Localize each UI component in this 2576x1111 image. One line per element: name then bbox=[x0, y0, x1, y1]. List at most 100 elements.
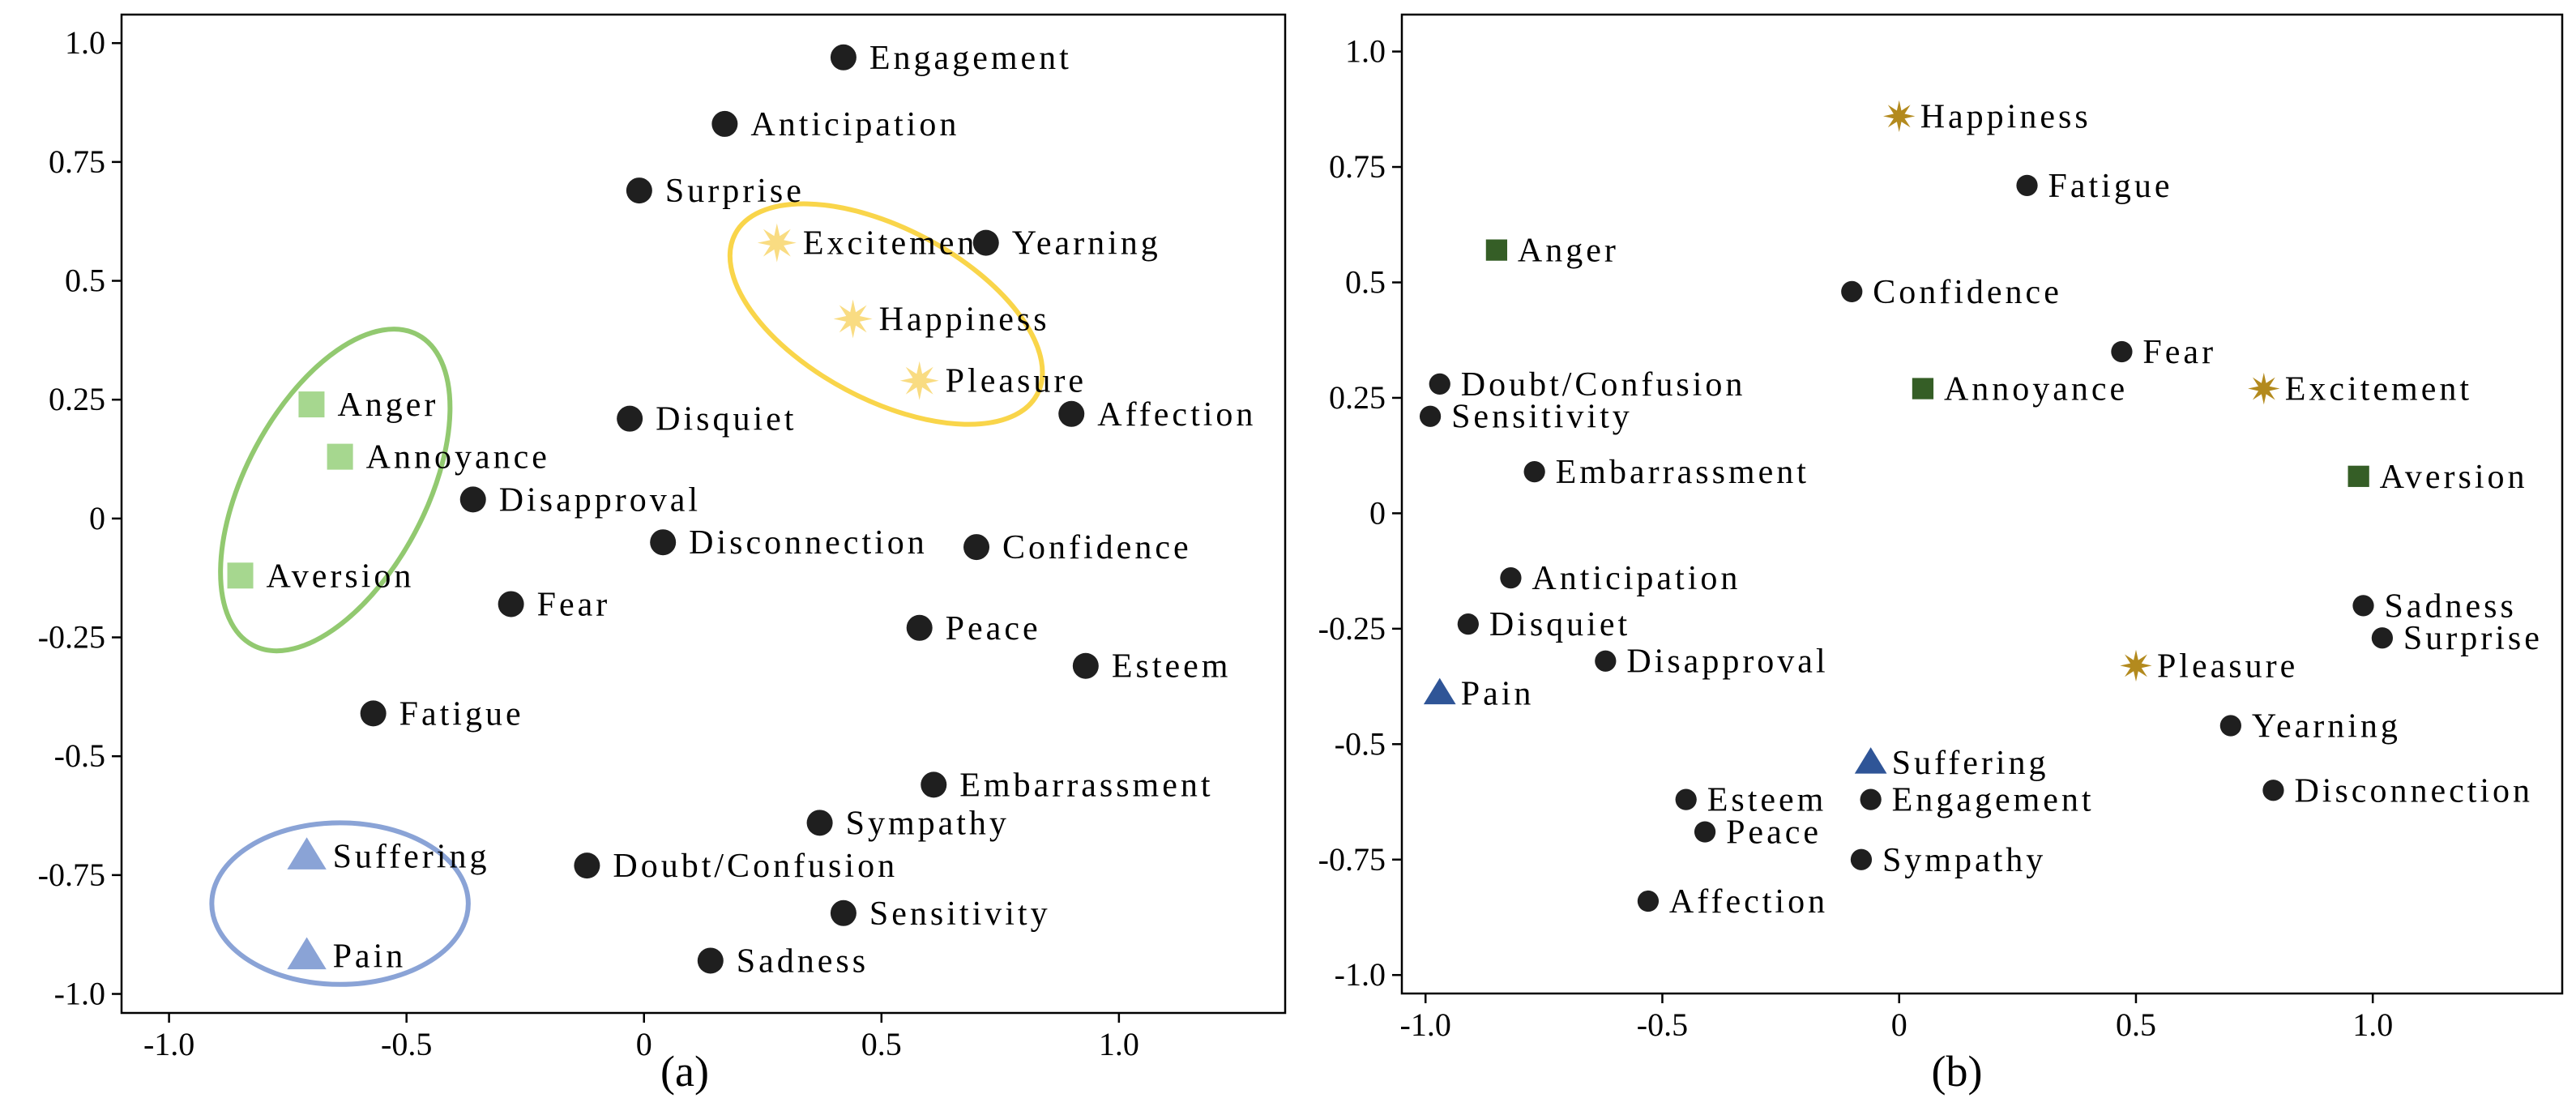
x-tick-label: -0.5 bbox=[381, 1026, 432, 1062]
panel-a-caption: (a) bbox=[660, 1047, 709, 1096]
y-tick-label: -0.75 bbox=[38, 857, 105, 893]
point-fatigue-marker bbox=[2016, 174, 2038, 196]
point-disconnection-label: Disconnection bbox=[2294, 772, 2533, 810]
y-tick-label: -0.75 bbox=[1318, 841, 1386, 878]
point-annoyance-marker bbox=[1912, 378, 1934, 400]
point-esteem-label: Esteem bbox=[1112, 648, 1232, 686]
y-tick-label: 0.75 bbox=[1329, 148, 1386, 185]
point-fear-marker bbox=[2111, 340, 2133, 363]
point-sympathy-label: Sympathy bbox=[846, 805, 1010, 842]
point-excitement-marker bbox=[2248, 372, 2280, 405]
point-excitement-marker bbox=[757, 223, 797, 263]
point-fatigue-label: Fatigue bbox=[399, 695, 524, 733]
point-affection-marker bbox=[1058, 400, 1085, 427]
point-surprise-marker bbox=[626, 177, 652, 204]
point-confidence-label: Confidence bbox=[1873, 274, 2062, 311]
point-anger-label: Anger bbox=[337, 387, 438, 424]
x-tick-label: -1.0 bbox=[143, 1026, 194, 1062]
panel-a-clusters bbox=[209, 201, 1045, 987]
point-yearning-label: Yearning bbox=[1012, 225, 1161, 263]
point-affection-marker bbox=[1637, 890, 1660, 912]
point-annoyance-label: Annoyance bbox=[366, 439, 550, 476]
point-esteem-marker bbox=[1072, 652, 1099, 679]
point-peace-marker bbox=[906, 614, 933, 641]
point-anticipation-marker bbox=[711, 110, 738, 137]
point-peace-label: Peace bbox=[946, 610, 1041, 647]
point-sadness-label: Sadness bbox=[737, 942, 869, 980]
panel-a-x-axis: -1.0 -0.5 0 0.5 1.0 bbox=[143, 1013, 1139, 1062]
point-disapproval-marker bbox=[1595, 650, 1617, 672]
y-tick-label: 0.25 bbox=[49, 381, 105, 417]
point-embarrassment-label: Embarrassment bbox=[959, 767, 1213, 804]
y-tick-label: -0.25 bbox=[38, 619, 105, 656]
point-esteem-marker bbox=[1675, 788, 1697, 810]
y-tick-label: 1.0 bbox=[1345, 33, 1386, 70]
panel-b-y-axis: 1.0 0.75 0.5 0.25 0 -0.25 -0.5 -0.75 -1.0 bbox=[1318, 33, 1402, 993]
point-sensitivity-marker bbox=[830, 899, 857, 926]
point-disapproval-label: Disapproval bbox=[499, 481, 701, 519]
point-anger-label: Anger bbox=[1518, 233, 1619, 270]
point-suffering-label: Suffering bbox=[1892, 745, 2049, 782]
point-excitement-label: Excitement bbox=[803, 225, 990, 263]
point-pleasure-label: Pleasure bbox=[2157, 647, 2298, 685]
point-anger-marker bbox=[1485, 239, 1508, 261]
point-pain-label: Pain bbox=[1461, 676, 1535, 713]
point-engagement-label: Engagement bbox=[869, 40, 1072, 77]
panel-b-x-axis: -1.0 -0.5 0 0.5 1.0 bbox=[1400, 993, 2393, 1043]
point-embarrassment-marker bbox=[1523, 460, 1545, 483]
panel-b-frame bbox=[1400, 13, 2564, 995]
point-engagement-marker bbox=[1860, 788, 1882, 810]
y-tick-label: -1.0 bbox=[1335, 956, 1386, 993]
point-anger-marker bbox=[298, 391, 325, 418]
point-anticipation-label: Anticipation bbox=[750, 106, 959, 143]
point-embarrassment-label: Embarrassment bbox=[1556, 454, 1809, 491]
pain-cluster bbox=[209, 820, 471, 987]
point-suffering-marker bbox=[287, 837, 327, 870]
y-tick-label: 1.0 bbox=[65, 24, 105, 61]
panel-b-points: Happiness Fatigue Anger Confidence Fear Doubt… bbox=[1419, 98, 2540, 921]
point-disconnection-label: Disconnection bbox=[689, 524, 928, 562]
point-disconnection-marker bbox=[2262, 780, 2284, 801]
point-aversion-marker bbox=[2347, 465, 2369, 487]
x-tick-label: 1.0 bbox=[2352, 1006, 2393, 1043]
point-suffering-label: Suffering bbox=[333, 838, 490, 875]
x-tick-label: 0 bbox=[1891, 1006, 1907, 1043]
point-fear-label: Fear bbox=[537, 586, 611, 623]
point-yearning-marker bbox=[972, 229, 999, 256]
point-peace-label: Peace bbox=[1726, 814, 1822, 852]
point-annoyance-label: Annoyance bbox=[1944, 371, 2128, 408]
positive-cluster bbox=[727, 201, 1045, 427]
point-happiness-marker bbox=[833, 299, 873, 339]
point-anticipation-marker bbox=[1500, 567, 1522, 589]
point-sensitivity-label: Sensitivity bbox=[1451, 399, 1633, 436]
x-tick-label: 1.0 bbox=[1099, 1026, 1139, 1062]
point-disquiet-marker bbox=[617, 405, 643, 432]
panel-b-caption: (b) bbox=[1932, 1047, 1983, 1096]
point-yearning-label: Yearning bbox=[2252, 708, 2401, 746]
y-tick-label: -0.5 bbox=[1335, 725, 1386, 762]
point-pleasure-marker bbox=[2120, 649, 2152, 682]
point-yearning-marker bbox=[2219, 715, 2241, 737]
point-sadness-marker bbox=[697, 947, 724, 974]
point-disquiet-label: Disquiet bbox=[656, 401, 797, 438]
point-disapproval-label: Disapproval bbox=[1626, 643, 1828, 681]
point-anticipation-label: Anticipation bbox=[1532, 560, 1741, 597]
point-aversion-marker bbox=[227, 562, 254, 589]
point-sympathy-label: Sympathy bbox=[1882, 842, 2046, 879]
point-disquiet-marker bbox=[1457, 613, 1479, 635]
point-aversion-label: Aversion bbox=[2380, 459, 2528, 496]
x-tick-label: 0.5 bbox=[861, 1026, 902, 1062]
point-happiness-label: Happiness bbox=[879, 301, 1050, 338]
panel-a-y-axis: 1.0 0.75 0.5 0.25 0 -0.25 -0.5 -0.75 -1.0 bbox=[38, 24, 122, 1012]
point-confidence-marker bbox=[963, 534, 990, 561]
y-tick-label: 0 bbox=[1369, 494, 1386, 531]
x-tick-label: 0 bbox=[636, 1026, 652, 1062]
y-tick-label: -0.5 bbox=[54, 737, 105, 774]
point-sensitivity-label: Sensitivity bbox=[869, 895, 1051, 933]
point-fear-marker bbox=[498, 591, 524, 617]
point-sensitivity-marker bbox=[1419, 405, 1442, 427]
point-sympathy-marker bbox=[1850, 848, 1873, 870]
point-sadness-marker bbox=[2352, 595, 2374, 617]
y-tick-label: -1.0 bbox=[54, 976, 105, 1012]
panel-a-frame bbox=[120, 13, 1287, 1015]
